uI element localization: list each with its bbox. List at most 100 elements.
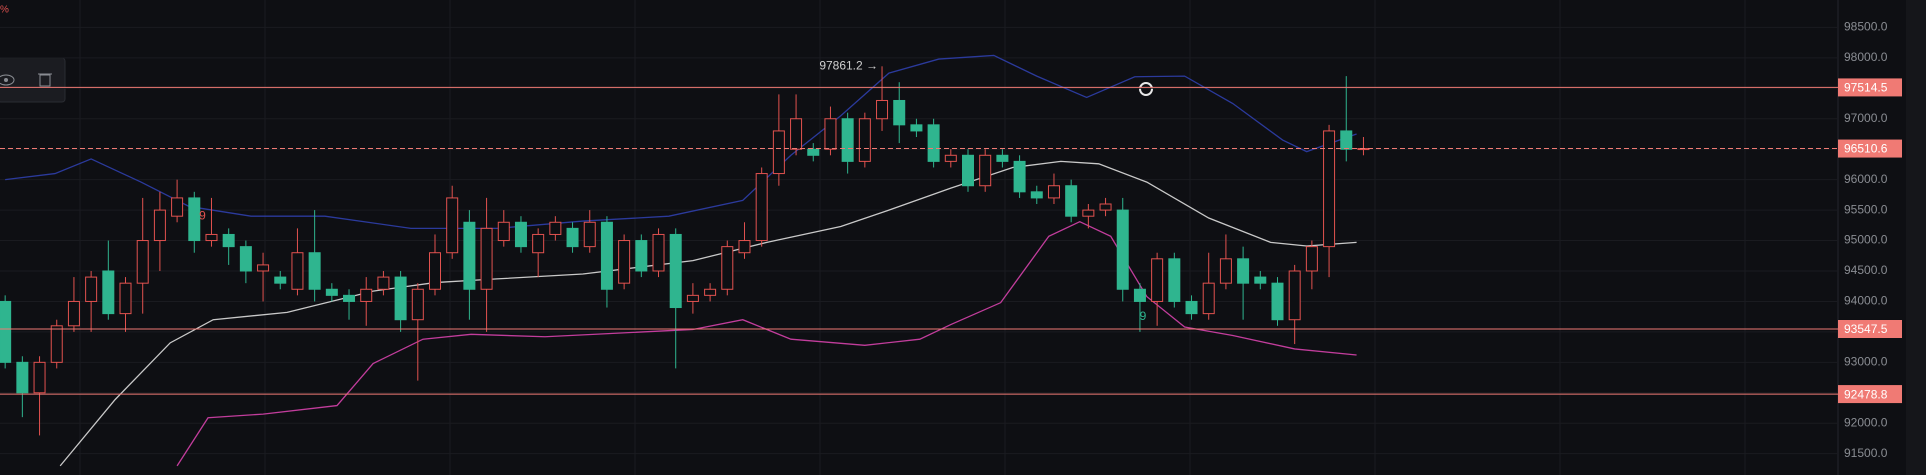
candle-body xyxy=(1047,185,1060,199)
candle-body xyxy=(962,154,975,187)
candle-body xyxy=(944,154,957,162)
candle-body xyxy=(1271,282,1284,321)
level-label: 93547.5 xyxy=(1844,322,1888,336)
candle-body xyxy=(1202,282,1215,315)
candle-body xyxy=(1099,203,1112,211)
level-label: 92478.8 xyxy=(1844,387,1888,401)
candle-body xyxy=(480,227,493,290)
candle-body xyxy=(704,288,717,296)
candle-body xyxy=(858,118,871,162)
candle-body xyxy=(1133,288,1146,302)
candle-body xyxy=(360,288,373,302)
candle-body xyxy=(16,361,29,394)
indicator-line xyxy=(176,220,1357,467)
candle-body xyxy=(497,221,510,242)
annotation: 9 xyxy=(199,208,206,222)
candle-body xyxy=(463,221,476,290)
level-label: 97514.5 xyxy=(1844,81,1888,95)
candle-body xyxy=(102,270,115,315)
candle-body xyxy=(652,233,665,272)
candle-body xyxy=(1305,246,1318,272)
right-toolbar xyxy=(1906,0,1926,475)
candle-body xyxy=(1219,258,1232,284)
candle-body xyxy=(1065,185,1078,217)
candle-body xyxy=(343,294,356,302)
y-tick-label: 95000.0 xyxy=(1844,233,1888,247)
y-tick-label: 91500.0 xyxy=(1844,446,1888,460)
candle-body xyxy=(153,209,166,242)
candle-body xyxy=(222,233,235,248)
eye-icon[interactable] xyxy=(0,74,15,86)
candle-body xyxy=(67,300,80,327)
candle-body xyxy=(1116,209,1129,290)
candle-body xyxy=(308,252,321,290)
y-tick-label: 92000.0 xyxy=(1844,415,1888,429)
corner-text: % xyxy=(0,5,9,16)
candle-body xyxy=(171,197,184,217)
y-tick-label: 94000.0 xyxy=(1844,294,1888,308)
candle-body xyxy=(1013,160,1026,193)
drawing-toolbar xyxy=(0,57,66,103)
candle-body xyxy=(583,221,596,248)
y-tick-label: 96000.0 xyxy=(1844,172,1888,186)
candle-body xyxy=(772,130,785,175)
candle-body xyxy=(1185,300,1198,315)
candle-body xyxy=(893,99,906,126)
annotation: 9 xyxy=(1140,309,1147,323)
candle-body xyxy=(669,233,682,309)
trash-icon[interactable] xyxy=(39,74,51,87)
candle-body xyxy=(841,118,854,162)
candle-body xyxy=(257,264,270,272)
y-tick-label: 94500.0 xyxy=(1844,263,1888,277)
candle-body xyxy=(291,252,304,290)
candle-body xyxy=(1323,130,1336,248)
candle-body xyxy=(411,288,424,321)
candle-body xyxy=(876,99,889,120)
annotation: 97861.2 → xyxy=(819,58,878,72)
candle-body xyxy=(755,173,768,242)
candle-body xyxy=(1340,130,1353,150)
y-tick-label: 95500.0 xyxy=(1844,202,1888,216)
level-label: 96510.6 xyxy=(1844,142,1888,156)
candle-body xyxy=(618,240,631,284)
candle-body xyxy=(428,252,441,290)
level-handle[interactable] xyxy=(1139,82,1153,96)
candle-body xyxy=(1168,258,1181,302)
eye-pupil xyxy=(4,78,8,82)
candle-body xyxy=(686,294,699,302)
candle-body xyxy=(910,124,923,132)
candle-body xyxy=(1082,209,1095,217)
candle-body xyxy=(188,197,201,242)
candle-body xyxy=(239,246,252,272)
toolbar-panel xyxy=(0,57,66,103)
candle-body xyxy=(394,276,407,321)
candle-body xyxy=(979,154,992,187)
level-label-bg xyxy=(1838,319,1902,338)
candle-body xyxy=(1030,191,1043,199)
candle-body xyxy=(119,282,132,315)
candle-body xyxy=(635,240,648,272)
candle-body xyxy=(1237,258,1250,284)
candle-body xyxy=(790,118,803,150)
candle-body xyxy=(824,118,837,150)
candle-body xyxy=(325,288,338,296)
candle-body xyxy=(205,233,218,242)
candle-body xyxy=(927,124,940,162)
candle-body xyxy=(514,221,527,248)
candle-body xyxy=(33,361,46,394)
candle-body xyxy=(1254,276,1267,284)
y-tick-label: 93000.0 xyxy=(1844,355,1888,369)
candle-body xyxy=(85,276,98,302)
candle-body xyxy=(738,240,751,254)
candle-body xyxy=(0,300,12,363)
candle-body xyxy=(50,325,63,363)
y-tick-label: 97000.0 xyxy=(1844,111,1888,125)
candle-body xyxy=(532,233,545,254)
candle-body xyxy=(721,246,734,290)
y-tick-label: 98500.0 xyxy=(1844,20,1888,34)
y-tick-label: 98000.0 xyxy=(1844,50,1888,64)
level-label-bg xyxy=(1838,385,1902,404)
